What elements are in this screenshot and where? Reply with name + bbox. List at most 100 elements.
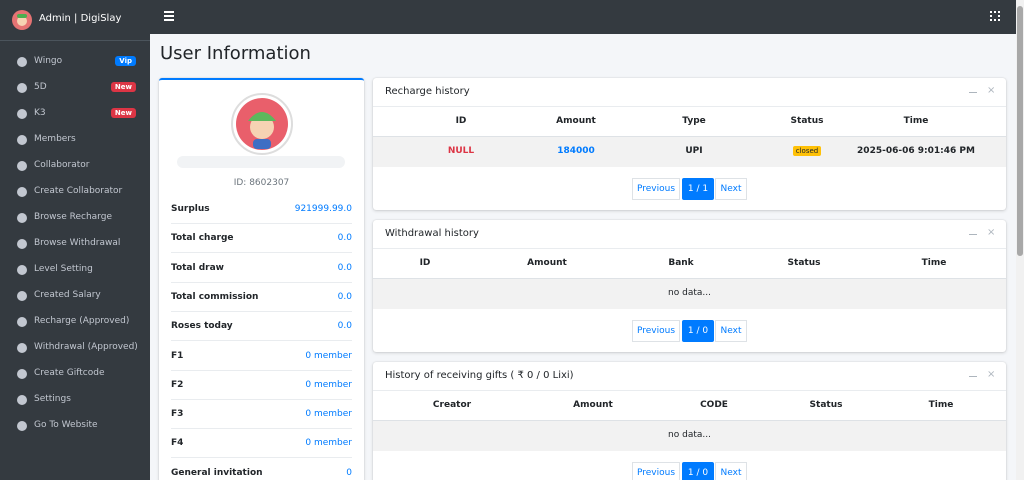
page-previous[interactable]: Previous [632, 178, 680, 200]
page-next[interactable]: Next [715, 320, 747, 342]
menu-badge: Vip [115, 56, 136, 66]
stat-value[interactable]: 0.0 [337, 262, 352, 273]
menu-label: K3 [34, 108, 46, 118]
menu-label: Create Giftcode [34, 368, 105, 378]
empty-message: no data... [668, 430, 711, 440]
menu-icon [17, 421, 27, 431]
stat-value[interactable]: 0.0 [337, 233, 352, 244]
stat-value[interactable]: 0.0 [337, 291, 352, 302]
stat-label: F3 [171, 409, 184, 420]
stat-value[interactable]: 0 member [305, 350, 352, 361]
menu-item[interactable]: Recharge (Approved) [0, 310, 150, 334]
menu-item[interactable]: Created Salary [0, 284, 150, 308]
page-previous[interactable]: Previous [632, 320, 680, 342]
menu-item[interactable]: Level Setting [0, 258, 150, 282]
menu-item[interactable]: Create Giftcode [0, 362, 150, 386]
brand-logo [12, 10, 32, 30]
column-header: ID [455, 116, 467, 126]
table-cell: NULL [391, 146, 531, 156]
menu-item[interactable]: Collaborator [0, 154, 150, 178]
stat-label: Surplus [171, 204, 210, 214]
stat-value[interactable]: 0.0 [337, 321, 352, 332]
scroll-thumb[interactable] [1017, 6, 1023, 256]
stat-label: F4 [171, 438, 184, 449]
navbar [150, 0, 1016, 34]
card-title: History of receiving gifts ( ₹ 0 / 0 Lix… [385, 370, 574, 381]
stat-label: Total draw [171, 262, 224, 273]
menu-item[interactable]: Withdrawal (Approved) [0, 336, 150, 360]
divider [373, 106, 1006, 107]
menu-icon [17, 265, 27, 275]
stat-value[interactable]: 0 [346, 467, 352, 478]
page-previous[interactable]: Previous [632, 462, 680, 480]
menu-item[interactable]: Create Collaborator [0, 180, 150, 204]
menu-icon [17, 161, 27, 171]
sidebar: Admin | DigiSlay Wingo Vip 5D New K3 New Membe… [0, 0, 150, 480]
page-next[interactable]: Next [715, 178, 747, 200]
cell-text: closed [792, 146, 822, 156]
stat-value[interactable]: 0 member [305, 379, 352, 390]
column-header: Type [682, 116, 706, 126]
card-title: Recharge history [385, 86, 470, 97]
menu-item[interactable]: K3 New [0, 102, 150, 126]
column-header: Status [790, 116, 824, 126]
divider [373, 420, 1006, 421]
menu-item[interactable]: Settings [0, 388, 150, 412]
column-header: Amount [556, 116, 596, 126]
menu-item[interactable]: Browse Withdrawal [0, 232, 150, 256]
card: Recharge history × ID Amount Type Status Time N… [373, 78, 1006, 210]
table-row [373, 421, 1006, 451]
scrollbar [1016, 0, 1024, 480]
stat-value[interactable]: 921999.99.0 [294, 204, 352, 214]
column-header: ID [419, 258, 431, 268]
page-current[interactable]: 1 / 0 [682, 320, 714, 342]
menu-icon [17, 187, 27, 197]
collapse-button[interactable] [969, 234, 977, 235]
stat-label: F2 [171, 379, 184, 390]
fullscreen-button[interactable] [990, 11, 1000, 21]
column-header: Status [809, 400, 843, 410]
menu-label: Settings [34, 394, 71, 404]
menu-label: Collaborator [34, 160, 90, 170]
stat-label: Roses today [171, 321, 233, 332]
stat-value[interactable]: 0 member [305, 438, 352, 449]
menu-item[interactable]: Browse Recharge [0, 206, 150, 230]
close-button[interactable]: × [987, 85, 996, 96]
card-title: Withdrawal history [385, 228, 479, 239]
divider [171, 369, 352, 371]
page-current[interactable]: 1 / 1 [682, 178, 714, 200]
stat-value[interactable]: 0 member [305, 409, 352, 420]
menu-item[interactable]: Members [0, 128, 150, 152]
column-header: Time [903, 116, 929, 126]
divider [171, 398, 352, 400]
column-header: CODE [700, 400, 728, 410]
divider [373, 136, 1006, 137]
empty-message: no data... [668, 288, 711, 298]
collapse-button[interactable] [969, 92, 977, 93]
menu-label: Withdrawal (Approved) [34, 342, 138, 352]
menu-item[interactable]: Wingo Vip [0, 50, 150, 74]
brand-name: Admin | DigiSlay [39, 13, 122, 24]
close-button[interactable]: × [987, 369, 996, 380]
page-next[interactable]: Next [715, 462, 747, 480]
column-header: Creator [432, 400, 472, 410]
table-row [373, 279, 1006, 309]
menu-item[interactable]: 5D New [0, 76, 150, 100]
menu-icon [17, 109, 27, 119]
divider [171, 428, 352, 430]
column-header: Time [928, 400, 954, 410]
table-cell: 184000 [506, 146, 646, 156]
divider [373, 390, 1006, 391]
page-current[interactable]: 1 / 0 [682, 462, 714, 480]
card: Withdrawal history × ID Amount Bank Status Tim… [373, 220, 1006, 352]
menu-label: Level Setting [34, 264, 93, 274]
cell-text: NULL [447, 146, 475, 156]
menu-item[interactable]: Go To Website [0, 414, 150, 438]
page-title: User Information [160, 43, 311, 64]
collapse-button[interactable] [969, 376, 977, 377]
close-button[interactable]: × [987, 227, 996, 238]
menu-label: 5D [34, 82, 47, 92]
menu-toggle[interactable] [164, 11, 174, 13]
menu-icon [17, 213, 27, 223]
